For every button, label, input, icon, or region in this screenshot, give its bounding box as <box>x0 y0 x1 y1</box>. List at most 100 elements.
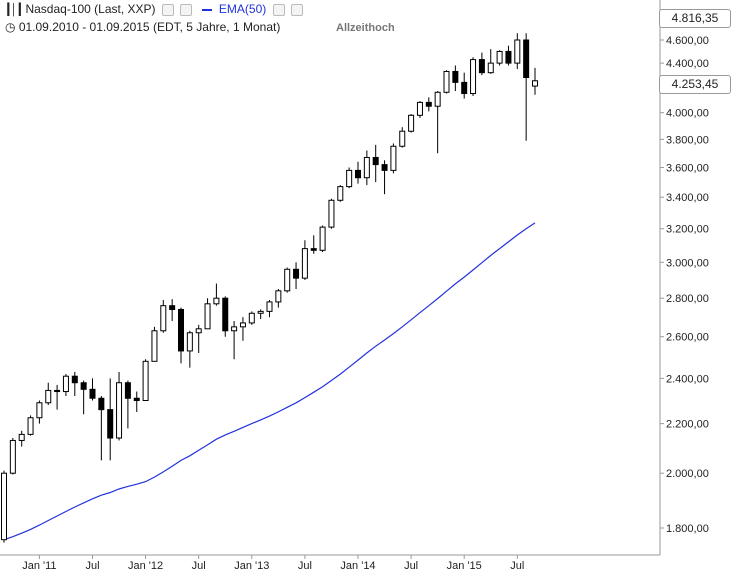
candle-body <box>257 310 264 314</box>
candle-body <box>390 145 397 171</box>
candle-body <box>416 101 423 116</box>
y-tick-label: 2.200,00 <box>666 419 709 431</box>
clock-icon: ◷ <box>5 20 16 34</box>
close-icon[interactable] <box>180 3 193 16</box>
gear-icon[interactable] <box>161 3 174 16</box>
y-tick-label: 1.800,00 <box>666 523 709 535</box>
candle-body <box>408 114 415 132</box>
candle-body <box>18 433 25 441</box>
candle-body <box>266 301 273 312</box>
indicator-close-icon[interactable] <box>290 3 303 16</box>
candle-body <box>116 382 123 439</box>
candle-body <box>195 328 202 334</box>
candle-body <box>151 330 158 362</box>
chart-header-row-2: ◷ 01.09.2010 - 01.09.2015 (EDT, 5 Jahre,… <box>5 20 280 34</box>
candle-body <box>346 169 353 188</box>
candle-body <box>27 417 34 435</box>
candle-body <box>496 50 503 64</box>
candle-body <box>36 402 43 419</box>
candle-body <box>222 297 229 332</box>
indicator-gear-icon[interactable] <box>272 3 285 16</box>
y-tick-label: 2.000,00 <box>666 468 709 480</box>
candle-body <box>470 59 477 95</box>
x-tick-label: Jul <box>298 560 312 572</box>
candle-body <box>71 375 78 384</box>
y-tick-label: 3.400,00 <box>666 192 709 204</box>
candlestick-icon: ┃│┃ <box>5 4 23 16</box>
chart-header-row-1: ┃│┃ Nasdaq-100 (Last, XXP) EMA(50) <box>5 2 303 16</box>
candle-body <box>89 388 96 399</box>
candle-body <box>1 472 7 541</box>
candle-body <box>204 303 211 330</box>
candle-body <box>328 199 335 228</box>
y-tick-label: 2.400,00 <box>666 373 709 385</box>
x-tick-label: Jan '12 <box>128 560 163 572</box>
ema50-line <box>3 222 536 541</box>
x-tick-label: Jan '11 <box>22 560 56 572</box>
candle-body <box>523 39 530 79</box>
candle-body <box>310 248 317 251</box>
x-tick-label: Jul <box>404 560 418 572</box>
y-tick-label: 3.000,00 <box>666 257 709 269</box>
date-range-label: 01.09.2010 - 01.09.2015 (EDT, 5 Jahre, 1… <box>18 20 281 34</box>
last-price-marker: 4.253,45 <box>659 75 731 94</box>
candle-body <box>239 322 246 328</box>
y-tick-label: 4.000,00 <box>666 108 709 120</box>
candle-body <box>487 62 494 74</box>
candle-body <box>355 169 361 179</box>
candle-body <box>372 156 379 166</box>
candle-body <box>434 91 441 107</box>
x-tick-label: Jul <box>192 560 206 572</box>
y-tick-label: 2.800,00 <box>666 293 709 305</box>
candle-body <box>293 268 300 279</box>
candle-body <box>514 39 521 64</box>
candle-body <box>133 397 140 402</box>
candle-body <box>452 70 459 83</box>
instrument-label: Nasdaq-100 (Last, XXP) <box>25 2 156 16</box>
candle-body <box>248 312 255 324</box>
x-tick-label: Jul <box>85 560 99 572</box>
candle-body <box>98 397 105 411</box>
candle-body <box>142 360 149 402</box>
candle-body <box>337 186 344 201</box>
all-time-high-annotation: Allzeithoch <box>336 22 395 34</box>
candle-body <box>9 439 16 474</box>
candle-body <box>284 268 291 292</box>
candle-body <box>45 389 52 404</box>
candle-body <box>532 80 538 87</box>
ema-legend-swatch <box>201 8 212 11</box>
candle-body <box>461 81 468 95</box>
candle-body <box>399 130 406 147</box>
high-price-marker: 4.816,35 <box>659 9 731 28</box>
candle-body <box>443 70 450 93</box>
candle-body <box>54 389 61 393</box>
candle-body <box>160 305 167 332</box>
candle-body <box>425 101 432 107</box>
candle-body <box>62 375 69 393</box>
candle-body <box>80 382 87 390</box>
candle-body <box>213 297 220 305</box>
candle-body <box>301 248 308 279</box>
x-tick-label: Jul <box>510 560 524 572</box>
candle-body <box>381 164 388 171</box>
x-tick-label: Jan '13 <box>234 560 269 572</box>
candle-body <box>178 308 184 352</box>
candle-body <box>186 332 193 352</box>
y-tick-label: 3.600,00 <box>666 162 709 174</box>
x-tick-label: Jan '14 <box>340 560 375 572</box>
candle-body <box>275 290 282 303</box>
candle-body <box>231 326 238 332</box>
candle-body <box>505 50 512 64</box>
y-tick-label: 4.600,00 <box>666 35 709 47</box>
candle-body <box>478 59 485 74</box>
indicator-label: EMA(50) <box>218 2 267 16</box>
candle-body <box>169 305 176 310</box>
y-tick-label: 3.800,00 <box>666 134 709 146</box>
candle-body <box>107 409 114 439</box>
candle-body <box>363 156 370 179</box>
y-tick-label: 2.600,00 <box>666 332 709 344</box>
candle-body <box>319 226 326 251</box>
candle-body <box>124 382 131 399</box>
y-tick-label: 3.200,00 <box>666 224 709 236</box>
